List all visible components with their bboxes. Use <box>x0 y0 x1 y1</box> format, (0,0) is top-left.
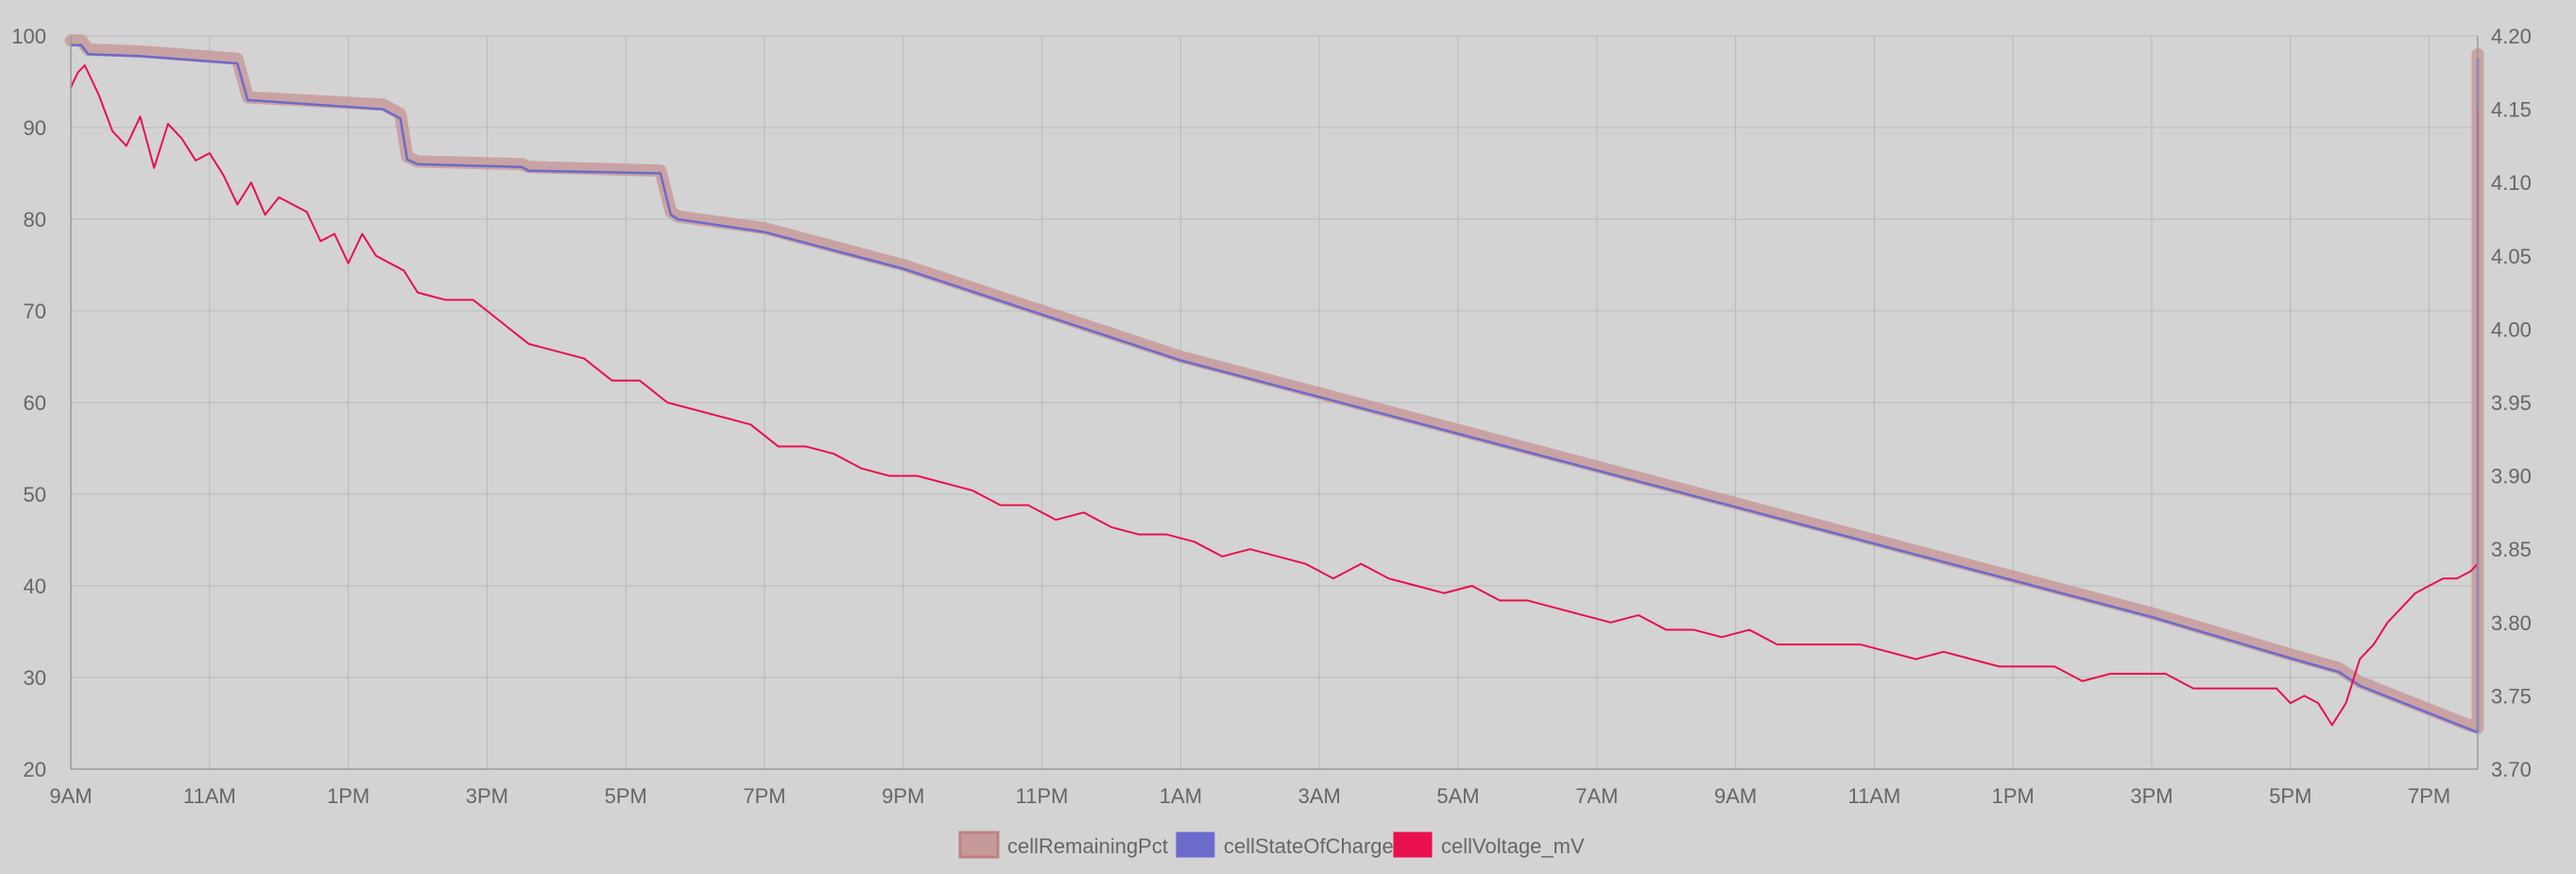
x-tick-label: 7AM <box>1575 784 1618 808</box>
y-left-tick-label: 40 <box>24 574 46 598</box>
x-tick-label: 3PM <box>466 784 508 808</box>
y-left-tick-label: 30 <box>24 666 46 690</box>
y-left-tick-label: 20 <box>24 758 46 781</box>
x-tick-label: 3AM <box>1298 784 1341 808</box>
x-tick-label: 5PM <box>2269 784 2311 808</box>
x-tick-label: 11AM <box>1847 784 1900 808</box>
y-left-tick-label: 90 <box>24 116 46 140</box>
x-tick-label: 9AM <box>49 784 92 808</box>
y-right-tick-label: 3.95 <box>2491 391 2532 415</box>
y-right-tick-label: 4.20 <box>2491 25 2532 48</box>
y-right-tick-label: 4.00 <box>2491 317 2532 341</box>
legend: cellRemainingPct cellStateOfCharge cellVol… <box>958 831 1585 859</box>
x-tick-label: 1PM <box>1992 784 2035 808</box>
y-right-tick-label: 4.05 <box>2491 245 2532 268</box>
x-tick-label: 11AM <box>183 784 236 808</box>
legend-swatch[interactable] <box>1176 831 1215 858</box>
x-tick-label: 7PM <box>743 784 785 808</box>
x-tick-label: 5PM <box>605 784 647 808</box>
gridlines <box>70 35 2478 770</box>
x-tick-label: 11PM <box>1016 784 1069 808</box>
x-tick-label: 7PM <box>2408 784 2450 808</box>
y-right-tick-label: 3.90 <box>2491 465 2532 488</box>
x-tick-label: 1PM <box>327 784 369 808</box>
x-tick-label: 9AM <box>1714 784 1757 808</box>
y-right-tick-label: 3.70 <box>2491 758 2532 781</box>
legend-label[interactable]: cellStateOfCharge <box>1224 834 1394 858</box>
y-right-tick-label: 3.75 <box>2491 684 2532 708</box>
x-tick-label: 5AM <box>1436 784 1479 808</box>
y-right-tick-label: 3.80 <box>2491 611 2532 635</box>
y-right-tick-label: 4.10 <box>2491 171 2532 195</box>
y-left-tick-label: 50 <box>24 483 46 506</box>
y-left-tick-label: 100 <box>11 25 46 48</box>
legend-swatch[interactable] <box>1393 831 1433 858</box>
y-right-tick-label: 4.15 <box>2491 98 2532 122</box>
y-left-tick-label: 60 <box>24 391 46 415</box>
legend-swatch[interactable] <box>958 831 1000 859</box>
y-left-tick-label: 80 <box>24 208 46 231</box>
legend-label[interactable]: cellVoltage_mV <box>1441 834 1585 858</box>
x-tick-label: 1AM <box>1159 784 1202 808</box>
x-tick-label: 3PM <box>2130 784 2172 808</box>
x-tick-label: 9PM <box>882 784 924 808</box>
legend-label[interactable]: cellRemainingPct <box>1007 834 1168 858</box>
right-axis: 3.70 3.75 3.80 3.85 3.90 3.95 4.00 4.05 4.10 4.15… <box>2477 25 2532 781</box>
x-axis: 9AM 11AM 1PM 3PM 5PM 7PM 9PM 11PM 1AM 3AM 5AM 7AM 9A… <box>49 768 2478 808</box>
left-axis: 20 30 40 50 60 70 80 90 100 <box>11 25 72 781</box>
y-right-tick-label: 3.85 <box>2491 538 2532 561</box>
y-left-tick-label: 70 <box>24 300 46 323</box>
